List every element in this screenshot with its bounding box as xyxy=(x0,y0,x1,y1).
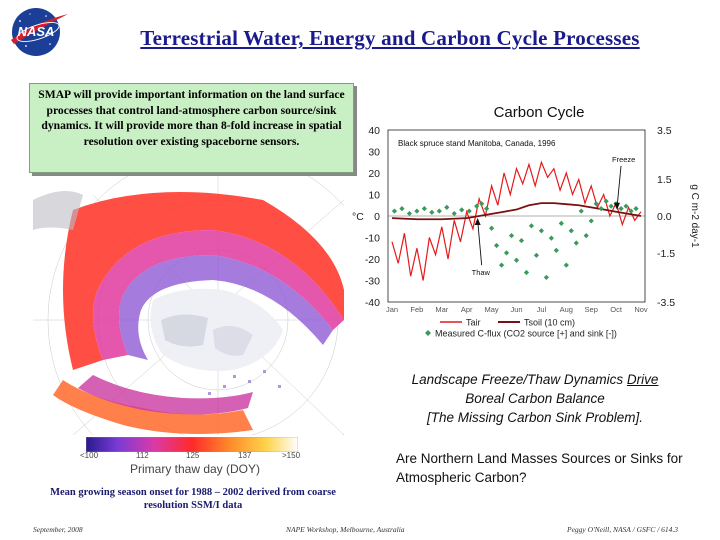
thaw-label: Thaw xyxy=(472,268,491,277)
flux-point xyxy=(588,218,594,224)
left-tick-label: -20 xyxy=(365,254,380,266)
flux-point xyxy=(598,206,604,212)
map-caption: Mean growing season onset for 1988 – 200… xyxy=(50,487,336,511)
left-tick-label: -40 xyxy=(365,297,380,309)
chart-annotation: Black spruce stand Manitoba, Canada, 199… xyxy=(398,139,556,148)
x-tick-label: Mar xyxy=(435,305,448,314)
right-tick-label: 3.5 xyxy=(657,125,672,137)
legend-tair-label: Tair xyxy=(466,318,481,328)
landscape-statement: Landscape Freeze/Thaw Dynamics Drive Bor… xyxy=(370,370,700,427)
flux-point xyxy=(623,203,629,209)
thaw-day-colorbar xyxy=(86,437,298,452)
flux-point xyxy=(618,206,624,212)
colorbar-tick: 112 xyxy=(136,451,149,460)
thaw-arrowhead xyxy=(474,218,481,225)
landscape-line1: Landscape Freeze/Thaw Dynamics xyxy=(411,372,627,387)
thaw-arrow xyxy=(477,219,483,266)
flux-point xyxy=(633,206,639,212)
freeze-arrowhead xyxy=(614,202,620,210)
research-question: Are Northern Land Masses Sources or Sink… xyxy=(396,451,683,485)
legend-flux-swatch xyxy=(425,330,431,336)
left-tick-label: 10 xyxy=(368,190,380,202)
freeze-arrow xyxy=(616,165,622,208)
colorbar-tick: <100 xyxy=(80,451,99,460)
left-tick-label: -30 xyxy=(365,276,380,288)
colorbar-ticks: <100 112 125 137 >150 xyxy=(78,451,310,463)
flux-point xyxy=(451,210,457,217)
tair-line xyxy=(391,160,642,281)
landscape-line3: [The Missing Carbon Sink Problem]. xyxy=(426,410,644,425)
flux-point xyxy=(538,228,544,234)
x-tick-label: Oct xyxy=(610,305,623,314)
flux-point xyxy=(568,228,574,234)
flux-point xyxy=(466,208,472,214)
footer-date: September, 2008 xyxy=(33,525,83,534)
right-tick-label: 0.0 xyxy=(657,211,672,223)
x-tick-label: Nov xyxy=(634,305,648,314)
colorbar-tick: 137 xyxy=(238,451,252,460)
x-tick-label: Feb xyxy=(410,305,423,314)
flux-point xyxy=(528,223,535,229)
colorbar-label: Primary thaw day (DOY) xyxy=(129,462,261,476)
x-tick-label: Jul xyxy=(537,305,547,314)
flux-point xyxy=(628,208,634,214)
flux-point xyxy=(608,203,614,209)
x-tick-label: Aug xyxy=(560,305,573,314)
legend-tsoil-label: Tsoil (10 cm) xyxy=(524,318,575,328)
chart-title: Carbon Cycle xyxy=(493,104,585,121)
flux-point xyxy=(484,206,490,212)
page-title: Terrestrial Water, Energy and Carbon Cyc… xyxy=(140,26,640,50)
x-tick-label: May xyxy=(485,305,499,314)
carbon-cycle-chart: 40 30 20 10 0 -10 -20 -30 -40 3.5 1.5 0.0 -1.5 -3.5 °C… xyxy=(352,125,700,339)
landscape-drive: Drive xyxy=(626,372,659,387)
flux-point xyxy=(578,208,584,214)
left-tick-label: 20 xyxy=(368,168,380,180)
footer-venue: NAPE Workshop, Melbourne, Australia xyxy=(286,525,405,534)
flux-point xyxy=(436,208,442,214)
left-tick-label: 30 xyxy=(368,147,380,159)
x-tick-label: Sep xyxy=(585,305,598,314)
flux-point xyxy=(513,257,520,263)
colorbar-tick: >150 xyxy=(282,451,301,460)
footer-author: Peggy O'Neill, NASA / GSFC / 614.3 xyxy=(567,525,679,534)
flux-point xyxy=(523,269,530,276)
right-tick-label: -3.5 xyxy=(657,297,675,309)
flux-point xyxy=(603,198,609,204)
left-axis-label: °C xyxy=(352,211,364,223)
flux-point xyxy=(421,206,427,212)
freeze-label: Freeze xyxy=(612,155,635,164)
landscape-line2: Boreal Carbon Balance xyxy=(465,391,605,406)
flux-point xyxy=(573,240,579,246)
tsoil-line xyxy=(391,202,642,221)
legend-flux-label: Measured C-flux (CO2 source [+] and sink… xyxy=(435,329,617,339)
left-tick-label: -10 xyxy=(365,233,380,245)
polar-map-graphic xyxy=(33,170,344,435)
x-tick-label: Jan xyxy=(386,305,398,314)
right-tick-label: 1.5 xyxy=(657,174,672,186)
x-tick-label: Apr xyxy=(461,305,473,314)
left-tick-label: 40 xyxy=(368,125,380,137)
flux-point xyxy=(558,220,564,226)
nasa-logo-text: NASA xyxy=(18,24,55,39)
right-axis-label: g C m-2 day-1 xyxy=(689,184,700,248)
flux-point xyxy=(593,201,599,207)
x-tick-label: Jun xyxy=(510,305,522,314)
flux-point xyxy=(479,201,485,207)
right-tick-label: -1.5 xyxy=(657,248,675,260)
smap-info-box: SMAP will provide important information … xyxy=(29,83,354,173)
colorbar-tick: 125 xyxy=(186,451,200,460)
thaw-day-map xyxy=(33,170,344,435)
left-tick-label: 0 xyxy=(374,211,380,223)
nasa-logo: NASA xyxy=(11,8,68,56)
